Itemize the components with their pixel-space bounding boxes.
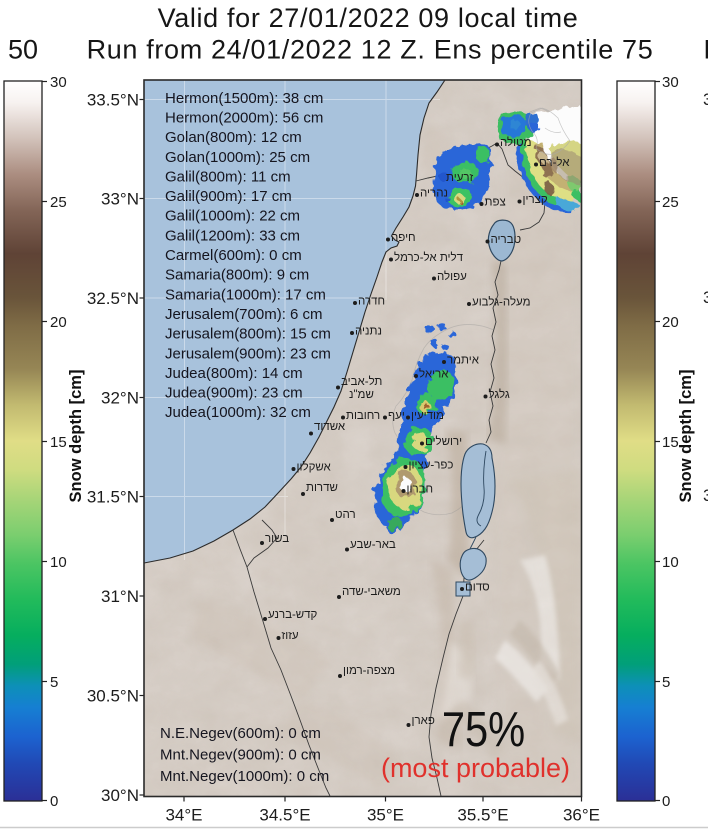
svg-text:תל-אביב: תל-אביב <box>341 375 382 388</box>
svg-text:50: 50 <box>8 35 38 65</box>
svg-text:בשור: בשור <box>265 533 289 545</box>
svg-text:20: 20 <box>50 314 67 331</box>
svg-text:חיפה: חיפה <box>391 232 416 244</box>
svg-text:0: 0 <box>662 793 670 810</box>
svg-text:אל-רם: אל-רם <box>539 156 570 169</box>
svg-text:Samaria(1000m): 17 cm: Samaria(1000m): 17 cm <box>165 286 326 303</box>
svg-text:Judea(800m): 14 cm: Judea(800m): 14 cm <box>165 365 303 382</box>
svg-text:36°E: 36°E <box>563 806 600 825</box>
svg-text:פארן: פארן <box>412 715 435 727</box>
svg-text:5: 5 <box>50 674 58 691</box>
svg-text:0: 0 <box>50 793 58 810</box>
svg-text:Run from 24/01/2022 12 Z. Ens: Run from 24/01/2022 12 Z. Ens percentile… <box>87 35 654 65</box>
svg-text:Judea(1000m): 32 cm: Judea(1000m): 32 cm <box>165 404 311 421</box>
svg-text:35.5°E: 35.5°E <box>457 806 508 825</box>
svg-text:Samaria(800m): 9 cm: Samaria(800m): 9 cm <box>165 267 309 284</box>
svg-text:סדום: סדום <box>465 582 490 594</box>
svg-text:Mnt.Negev(900m): 0 cm: Mnt.Negev(900m): 0 cm <box>160 747 321 764</box>
svg-text:רהט: רהט <box>335 509 356 521</box>
svg-text:יעף: יעף <box>388 410 405 422</box>
svg-text:Jerusalem(900m): 23 cm: Jerusalem(900m): 23 cm <box>165 345 331 362</box>
svg-text:אשקלון: אשקלון <box>297 461 332 474</box>
svg-text:75%: 75% <box>442 702 525 757</box>
svg-text:רחובות: רחובות <box>346 410 380 422</box>
svg-text:N.E.Negev(600m): 0 cm: N.E.Negev(600m): 0 cm <box>160 725 321 742</box>
svg-text:Galil(1000m): 22 cm: Galil(1000m): 22 cm <box>165 208 300 225</box>
svg-text:32.5°N: 32.5°N <box>87 289 139 308</box>
svg-text:צפת: צפת <box>485 197 506 209</box>
svg-text:מודיעין: מודיעין <box>411 410 444 422</box>
svg-text:10: 10 <box>662 554 679 571</box>
svg-text:Golan(800m): 12 cm: Golan(800m): 12 cm <box>165 129 302 146</box>
svg-text:Valid for 27/01/2022 09 local: Valid for 27/01/2022 09 local time <box>158 3 579 33</box>
svg-text:קצרין: קצרין <box>523 194 548 206</box>
svg-text:מצפה-רמון: מצפה-רמון <box>343 665 395 677</box>
svg-text:חדרה: חדרה <box>358 296 385 308</box>
svg-text:Carmel(600m): 0 cm: Carmel(600m): 0 cm <box>165 247 302 264</box>
svg-text:33°N: 33°N <box>101 190 139 209</box>
svg-text:30: 30 <box>50 74 67 91</box>
svg-text:Mnt.Negev(1000m): 0 cm: Mnt.Negev(1000m): 0 cm <box>160 768 329 785</box>
svg-text:(most probable): (most probable) <box>381 753 570 783</box>
svg-text:32°N: 32°N <box>101 389 139 408</box>
svg-text:עפולה: עפולה <box>437 270 467 283</box>
svg-text:30: 30 <box>662 74 679 91</box>
svg-text:Snow depth [cm]: Snow depth [cm] <box>677 370 695 503</box>
svg-text:חברון: חברון <box>407 484 434 496</box>
svg-text:משאבי-שדה: משאבי-שדה <box>342 586 401 598</box>
svg-text:10: 10 <box>50 554 67 571</box>
svg-text:שמ"נ: שמ"נ <box>349 389 374 401</box>
svg-text:20: 20 <box>662 314 679 331</box>
svg-text:Galil(900m): 17 cm: Galil(900m): 17 cm <box>165 188 292 205</box>
svg-text:Jerusalem(800m): 15 cm: Jerusalem(800m): 15 cm <box>165 326 331 343</box>
svg-text:באר-שבע: באר-שבע <box>350 539 396 551</box>
svg-text:זרעית: זרעית <box>446 172 474 184</box>
svg-text:Golan(1000m): 25 cm: Golan(1000m): 25 cm <box>165 149 310 166</box>
svg-text:31°N: 31°N <box>101 587 139 606</box>
svg-text:30°N: 30°N <box>101 786 139 805</box>
svg-text:גלגל: גלגל <box>489 388 510 401</box>
svg-text:קדש-ברנע: קדש-ברנע <box>268 609 318 621</box>
svg-text:Galil(1200m): 33 cm: Galil(1200m): 33 cm <box>165 227 300 244</box>
svg-text:נתניה: נתניה <box>355 326 382 338</box>
svg-text:33.5°N: 33.5°N <box>87 91 139 110</box>
svg-text:25: 25 <box>662 194 679 211</box>
svg-text:34°E: 34°E <box>165 806 202 825</box>
svg-text:אשדוד: אשדוד <box>314 421 346 433</box>
svg-text:25: 25 <box>50 194 67 211</box>
svg-text:שדרות: שדרות <box>306 482 338 494</box>
svg-text:עזוז: עזוז <box>282 630 299 642</box>
svg-text:15: 15 <box>50 434 67 451</box>
svg-text:Jerusalem(700m): 6 cm: Jerusalem(700m): 6 cm <box>165 306 323 323</box>
svg-text:3: 3 <box>703 486 708 505</box>
svg-text:מעלה-גלבוע: מעלה-גלבוע <box>472 296 531 309</box>
svg-text:34.5°E: 34.5°E <box>259 806 310 825</box>
svg-text:3: 3 <box>703 288 708 307</box>
svg-text:איתמר: איתמר <box>447 355 480 367</box>
svg-text:מטולה: מטולה <box>500 136 532 149</box>
svg-text:Snow depth [cm]: Snow depth [cm] <box>67 370 85 503</box>
svg-text:3: 3 <box>703 90 708 109</box>
svg-text:דלית אל-כרמל: דלית אל-כרמל <box>394 251 464 264</box>
svg-text:R: R <box>704 35 708 65</box>
svg-text:Judea(900m): 23 cm: Judea(900m): 23 cm <box>165 385 303 402</box>
svg-text:35°E: 35°E <box>367 806 404 825</box>
svg-text:31.5°N: 31.5°N <box>87 488 139 507</box>
svg-text:Galil(800m): 11 cm: Galil(800m): 11 cm <box>165 168 291 185</box>
svg-text:נהריה: נהריה <box>420 188 448 200</box>
svg-text:5: 5 <box>662 674 670 691</box>
svg-text:Hermon(2000m): 56 cm: Hermon(2000m): 56 cm <box>165 109 323 126</box>
svg-text:30.5°N: 30.5°N <box>87 687 139 706</box>
svg-text:ירושלים: ירושלים <box>425 435 462 448</box>
svg-text:אריאל: אריאל <box>419 368 449 381</box>
svg-text:Hermon(1500m): 38 cm: Hermon(1500m): 38 cm <box>165 90 323 107</box>
svg-text:טבריה: טבריה <box>491 234 522 246</box>
svg-text:15: 15 <box>662 434 679 451</box>
svg-text:כפר-עציון: כפר-עציון <box>409 460 454 472</box>
